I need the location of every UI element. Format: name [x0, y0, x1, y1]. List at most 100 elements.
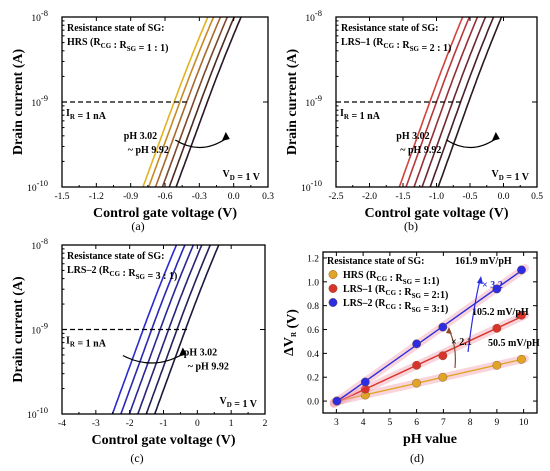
data-point [517, 266, 525, 274]
fit-slope-label: 50.5 mV/pH [488, 338, 540, 349]
data-point [517, 355, 525, 363]
fit-slope-label: 161.9 mV/pH [455, 256, 512, 267]
vd-label: VD = 1 V [222, 169, 260, 183]
legend-marker [329, 284, 337, 292]
ph-start-label: pH 3.02 [184, 348, 217, 359]
x-tick-label: -4 [58, 419, 66, 429]
data-point [439, 352, 447, 360]
ir-label: IR = 1 nA [66, 108, 107, 122]
shift-arrow-head [222, 132, 230, 141]
data-point [439, 323, 447, 331]
y-axis-title: Drain current (A) [11, 276, 26, 383]
x-tick-label: -1.2 [89, 192, 104, 202]
data-point [333, 397, 341, 405]
x-tick-label: 10 [519, 418, 529, 428]
x-tick-label: 8 [468, 418, 473, 428]
x-tick-label: 7 [441, 418, 446, 428]
y-tick-label: 10-10 [27, 405, 48, 421]
data-point [412, 361, 420, 369]
x-tick-label: -1 [160, 419, 168, 429]
data-point [493, 324, 501, 332]
y-axis-title: ΔVR (V) [282, 309, 300, 356]
y-tick-label: 0.6 [307, 326, 319, 336]
curve-line [153, 0, 238, 213]
shift-arrow-head [492, 132, 500, 141]
y-tick-label: 10-10 [27, 178, 48, 194]
shift-arrow [175, 138, 227, 148]
vd-label: VD = 1 V [491, 169, 529, 183]
y-tick-label: 10-9 [305, 93, 322, 109]
y-tick-label: 0.8 [307, 302, 319, 312]
panel-c: -4 -3 -2 -1 0 1 2 10-10 10-9 10-8 Resistance state… [11, 220, 268, 465]
y-axis-title: Drain current (A) [285, 49, 300, 156]
data-point [493, 361, 501, 369]
x-tick-label: 2 [263, 419, 268, 429]
y-tick-label: 0.4 [307, 350, 319, 360]
panel-a: -1.5 -1.2 -0.9 -0.6 -0.3 0.0 0.3 10-10 10-9 10-8 R… [11, 0, 274, 233]
state-title: Resistance state of SG: [341, 23, 438, 34]
x-tick-label: 0.0 [498, 192, 510, 202]
x-tick-label: 5 [388, 418, 393, 428]
ph-end-label: ~ pH 9.92 [400, 145, 441, 156]
x-tick-label: 4 [361, 418, 366, 428]
y-tick-label: 1.0 [307, 278, 319, 288]
y-tick-label: 0.2 [307, 374, 319, 384]
x-tick-label: 9 [495, 418, 500, 428]
x-tick-label: -2 [126, 419, 134, 429]
x-tick-label: -1.0 [429, 192, 444, 202]
y-tick-label: 10-9 [31, 93, 48, 109]
x-tick-label: -0.6 [157, 192, 172, 202]
data-point [361, 378, 369, 386]
x-tick-label: -0.3 [192, 192, 207, 202]
ir-label: IR = 1 nA [340, 108, 381, 122]
ir-label: IR = 1 nA [66, 336, 107, 350]
x-tick-label: -1.5 [395, 192, 410, 202]
x-tick-label: -2.5 [328, 192, 343, 202]
y-tick-label: 10-10 [301, 178, 322, 194]
x-axis-title: Control gate voltage (V) [92, 433, 236, 448]
state-title: Resistance state of SG: [67, 251, 164, 262]
x-axis-title: pH value [403, 432, 457, 447]
y-axis-title: Drain current (A) [11, 49, 26, 156]
x-axis-title: Control gate voltage (V) [365, 206, 509, 221]
vd-label: VD = 1 V [219, 396, 257, 410]
y-tick-label: 1.2 [307, 254, 319, 264]
state-title: Resistance state of SG: [67, 23, 164, 34]
x-tick-label: 6 [414, 418, 419, 428]
x-tick-label: 3 [334, 418, 339, 428]
x-tick-label: -1.5 [54, 192, 69, 202]
ph-end-label: ~ pH 9.92 [188, 362, 229, 373]
y-tick-label: 10-8 [31, 236, 48, 252]
legend-marker [329, 298, 337, 306]
ratio-label-2: × 3.2 [482, 280, 503, 291]
panel-d: 3 4 5 6 7 8 9 10 0.0 0.2 0.4 0.6 0.8 1.0 1.2 161.9 mV/p… [282, 252, 540, 465]
data-point [439, 373, 447, 381]
panel-caption: (d) [410, 451, 424, 465]
y-tick-label: 10-9 [31, 321, 48, 337]
legend-marker [329, 270, 337, 278]
state-label: LRS–1 (RCG : RSG = 2 : 1) [341, 37, 451, 54]
legend-title: Resistance state of SG: [327, 256, 424, 267]
state-label: HRS (RCG : RSG = 1 : 1) [67, 37, 168, 54]
ph-start-label: pH 3.02 [124, 131, 157, 142]
y-tick-label: 10-8 [31, 8, 48, 24]
panel-caption: (a) [131, 219, 144, 233]
x-tick-label: -3 [92, 419, 100, 429]
panel-b: -2.5 -2.0 -1.5 -1.0 -0.5 0.0 0.5 10-10 10-9 10-8 R… [285, 0, 543, 233]
x-tick-label: -2.0 [362, 192, 377, 202]
x-tick-label: 0 [195, 419, 200, 429]
y-tick-label: 10-8 [305, 8, 322, 24]
ph-start-label: pH 3.02 [396, 131, 429, 142]
fit-slope-label: 105.2 mV/pH [472, 307, 529, 318]
ph-end-label: ~ pH 9.92 [128, 145, 169, 156]
x-tick-label: 0.3 [262, 192, 274, 202]
y-tick-label: 0.0 [307, 398, 319, 408]
x-axis-title: Control gate voltage (V) [93, 206, 237, 221]
x-tick-label: 0.0 [228, 192, 240, 202]
data-point [412, 340, 420, 348]
x-tick-label: -0.9 [123, 192, 138, 202]
state-label: LRS–2 (RCG : RSG = 3 : 1) [67, 265, 177, 282]
x-tick-label: 0.5 [531, 192, 543, 202]
x-tick-label: -0.5 [462, 192, 477, 202]
